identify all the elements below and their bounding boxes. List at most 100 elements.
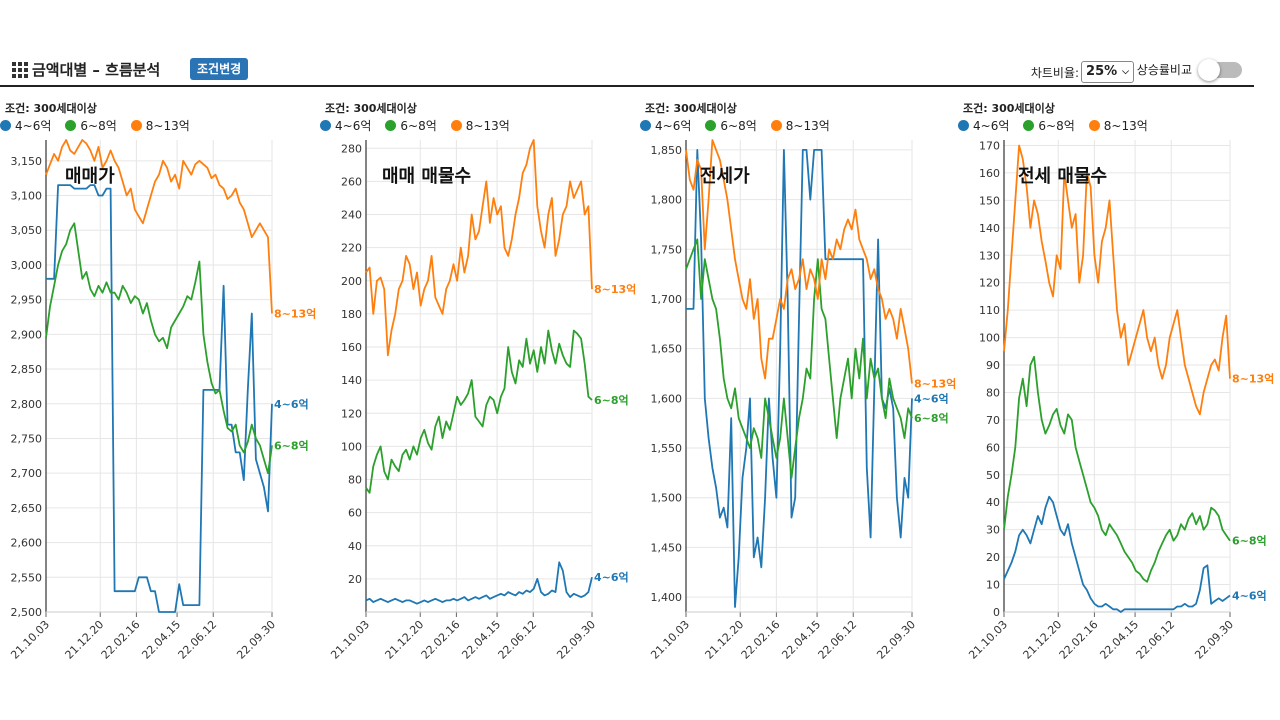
- y-tick-label: 1,500: [651, 492, 683, 505]
- y-tick-label: 140: [341, 374, 362, 387]
- legend-dot: [130, 120, 142, 131]
- legend-label: 4~6억: [655, 119, 692, 133]
- y-tick-label: 80: [348, 474, 362, 487]
- y-tick-label: 220: [341, 242, 362, 255]
- legend-item[interactable]: 6~8억: [65, 117, 117, 134]
- legend-dot: [385, 120, 397, 131]
- legend-dot: [1088, 120, 1100, 131]
- chart-panel-jeonse-listings: 조건: 300세대이상 4~6억 6~8억 8~13억 0 10 20 30 40 50 6…: [958, 96, 1276, 696]
- legend-item[interactable]: 8~13억: [130, 117, 190, 134]
- series-line-1: [685, 238, 913, 479]
- y-tick-label: 150: [979, 194, 1000, 207]
- legend-label: 4~6억: [335, 119, 372, 133]
- y-tick-label: 3,050: [11, 224, 43, 237]
- series-end-label: 8~13억: [594, 283, 636, 296]
- legend-item[interactable]: 4~6억: [320, 117, 371, 134]
- legend-item[interactable]: 4~6억: [0, 117, 51, 134]
- y-tick-label: 10: [986, 579, 1000, 592]
- y-tick-label: 40: [986, 496, 1000, 509]
- legend-label: 8~13억: [785, 119, 830, 133]
- legend-item[interactable]: 8~13억: [1088, 117, 1148, 134]
- legend-item[interactable]: 8~13억: [450, 117, 510, 134]
- legend-label: 8~13억: [465, 119, 510, 133]
- chart-ratio-select[interactable]: 25% ⌵: [1081, 61, 1134, 83]
- legend: 4~6억 6~8억 8~13억: [958, 117, 1162, 134]
- legend-label: 4~6억: [15, 119, 52, 133]
- legend-dot: [450, 120, 462, 131]
- x-tick-label: 22.06.12: [176, 618, 220, 662]
- y-tick-label: 2,750: [11, 432, 43, 445]
- legend-dot: [640, 120, 651, 131]
- series-end-label: 8~13억: [274, 308, 316, 321]
- legend-item[interactable]: 6~8억: [1023, 117, 1075, 134]
- brand: 금액대별 – 흐름분석: [12, 59, 160, 80]
- legend-label: 8~13억: [1103, 119, 1148, 133]
- x-tick-label: 22.09.30: [554, 618, 598, 662]
- compare-toggle[interactable]: [1198, 58, 1242, 81]
- y-tick-label: 170: [979, 139, 1000, 152]
- legend-label: 4~6억: [973, 119, 1010, 133]
- series-line-0: [686, 149, 913, 608]
- chart-panel-jeonse-price: 조건: 300세대이상 4~6억 6~8억 8~13억 1,400 1,450 1,…: [640, 96, 958, 696]
- legend-item[interactable]: 6~8억: [705, 117, 757, 134]
- series-end-label: 4~6억: [274, 398, 309, 411]
- x-tick-label: 21.10.03: [8, 618, 52, 662]
- y-tick-label: 20: [348, 573, 362, 586]
- x-tick-label: 21.10.03: [966, 618, 1010, 662]
- series-end-label: 6~8억: [594, 394, 629, 407]
- top-bar: 금액대별 – 흐름분석 조건변경 차트비율: 25% ⌵ 상승률비교: [0, 55, 1254, 87]
- toggle-knob: [1198, 58, 1220, 81]
- y-tick-label: 80: [986, 386, 1000, 399]
- x-tick-label: 21.12.20: [383, 618, 427, 662]
- y-tick-label: 1,650: [651, 343, 683, 356]
- chevron-down-icon: ⌵: [1122, 67, 1129, 77]
- x-tick-label: 22.06.12: [496, 618, 540, 662]
- legend-dot: [1023, 120, 1035, 131]
- y-tick-label: 1,700: [651, 293, 683, 306]
- y-tick-label: 280: [341, 142, 362, 155]
- condition-change-button[interactable]: 조건변경: [190, 58, 249, 80]
- x-tick-label: 22.04.15: [139, 618, 183, 662]
- y-tick-label: 3,100: [11, 190, 43, 203]
- legend: 4~6억 6~8억 8~13억: [0, 117, 204, 134]
- legend-dot: [320, 120, 331, 131]
- series-end-label: 8~13억: [914, 377, 956, 390]
- legend-item[interactable]: 4~6억: [958, 117, 1009, 134]
- y-tick-label: 160: [979, 167, 1000, 180]
- grid-menu-icon[interactable]: [12, 61, 28, 78]
- legend-label: 6~8억: [1038, 119, 1075, 133]
- legend-dot: [0, 120, 11, 131]
- legend-dot: [770, 120, 782, 131]
- y-tick-label: 180: [341, 308, 362, 321]
- series-line-1: [45, 222, 273, 475]
- chart-panel-sale-price: 조건: 300세대이상 4~6억 6~8억 8~13억 2,500 2,550 2,…: [0, 96, 318, 696]
- y-tick-label: 2,550: [11, 571, 43, 584]
- chart-panel-sale-listings: 조건: 300세대이상 4~6억 6~8억 8~13억 20 40 60 80 100 1…: [320, 96, 638, 696]
- legend-label: 6~8억: [80, 119, 117, 133]
- legend-item[interactable]: 4~6억: [640, 117, 691, 134]
- legend: 4~6억 6~8억 8~13억: [640, 117, 844, 134]
- chart-svg: 2,500 2,550 2,600 2,650 2,700 2,750 2,800 2,850…: [8, 139, 316, 662]
- y-tick-label: 240: [341, 209, 362, 222]
- x-tick-label: 22.09.30: [1192, 618, 1236, 662]
- legend-item[interactable]: 6~8억: [385, 117, 437, 134]
- series-end-label: 4~6억: [594, 571, 629, 584]
- legend-item[interactable]: 8~13억: [770, 117, 830, 134]
- y-tick-label: 40: [348, 540, 362, 553]
- x-tick-label: 22.09.30: [874, 618, 918, 662]
- y-tick-label: 2,950: [11, 294, 43, 307]
- x-tick-label: 22.04.15: [459, 618, 503, 662]
- y-tick-label: 50: [986, 469, 1000, 482]
- y-tick-label: 120: [341, 407, 362, 420]
- y-tick-label: 110: [979, 304, 1000, 317]
- y-tick-label: 100: [979, 332, 1000, 345]
- x-tick-label: 22.06.12: [816, 618, 860, 662]
- y-tick-label: 120: [979, 277, 1000, 290]
- legend-label: 6~8억: [400, 119, 437, 133]
- legend-dot: [65, 120, 77, 131]
- series-line-1: [1003, 355, 1231, 583]
- legend: 4~6억 6~8억 8~13억: [320, 117, 524, 134]
- page-title: 금액대별 – 흐름분석: [32, 61, 161, 79]
- chart-title: 매매가: [65, 166, 115, 187]
- condition-label: 조건: 300세대이상: [645, 102, 737, 115]
